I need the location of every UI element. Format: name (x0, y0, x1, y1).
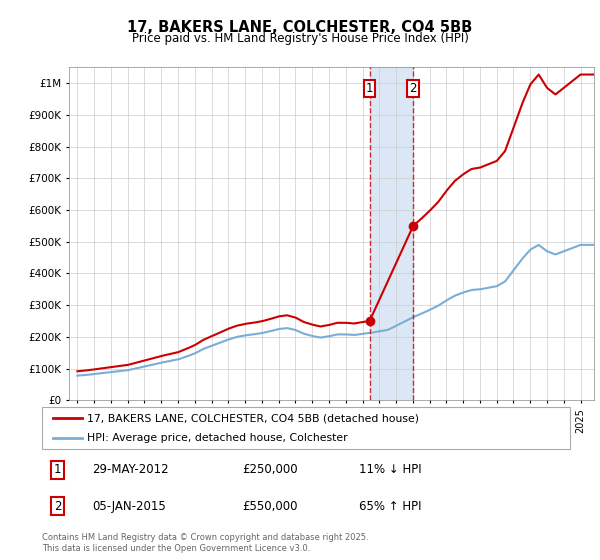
Text: 17, BAKERS LANE, COLCHESTER, CO4 5BB (detached house): 17, BAKERS LANE, COLCHESTER, CO4 5BB (de… (87, 413, 419, 423)
Text: 1: 1 (366, 82, 373, 95)
Text: 11% ↓ HPI: 11% ↓ HPI (359, 463, 421, 476)
Text: 2: 2 (54, 500, 62, 512)
Bar (370, 67, 413, 400)
Text: 1: 1 (54, 463, 62, 476)
Text: £250,000: £250,000 (242, 463, 298, 476)
Text: 29-MAY-2012: 29-MAY-2012 (92, 463, 169, 476)
Text: £550,000: £550,000 (242, 500, 298, 512)
Text: Price paid vs. HM Land Registry's House Price Index (HPI): Price paid vs. HM Land Registry's House … (131, 32, 469, 45)
Text: 2: 2 (409, 82, 417, 95)
Text: 17, BAKERS LANE, COLCHESTER, CO4 5BB: 17, BAKERS LANE, COLCHESTER, CO4 5BB (127, 20, 473, 35)
Text: 05-JAN-2015: 05-JAN-2015 (92, 500, 166, 512)
Text: 65% ↑ HPI: 65% ↑ HPI (359, 500, 421, 512)
Text: Contains HM Land Registry data © Crown copyright and database right 2025.
This d: Contains HM Land Registry data © Crown c… (42, 533, 368, 553)
Text: HPI: Average price, detached house, Colchester: HPI: Average price, detached house, Colc… (87, 433, 347, 443)
